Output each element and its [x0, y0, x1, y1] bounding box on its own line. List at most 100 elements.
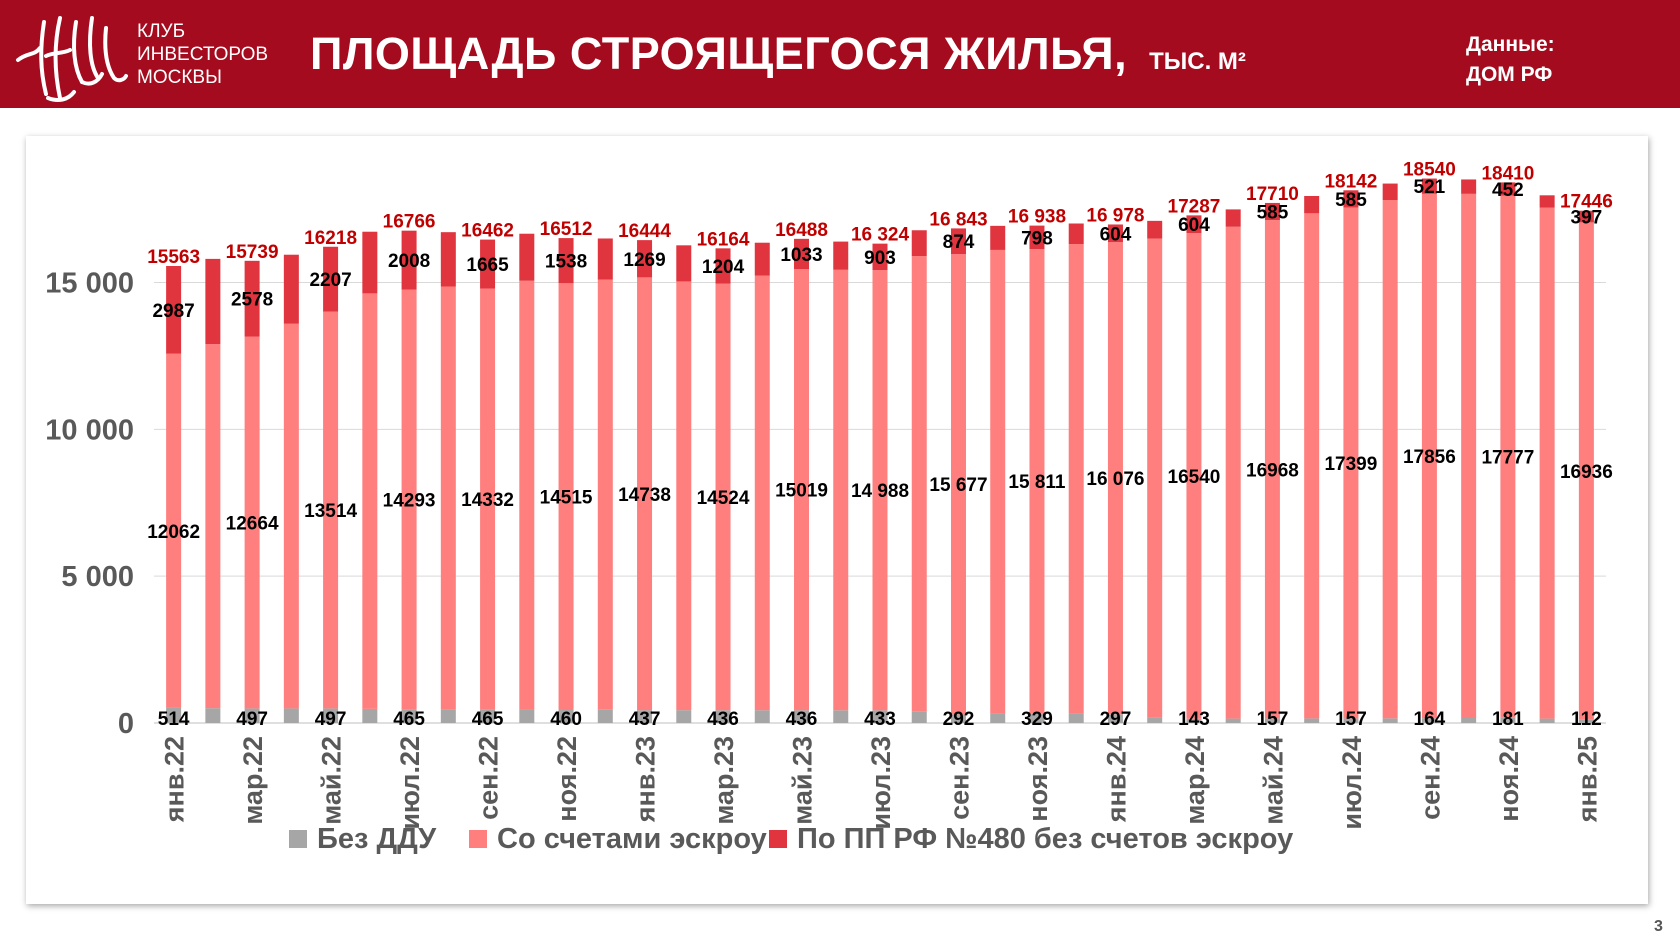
bar-segment-pp480: [637, 240, 653, 278]
label-no-ddu: 436: [786, 709, 818, 730]
bar-segment-escrow: [1068, 244, 1084, 714]
chart-panel: 0 5 000 10 000 15 000 514 12062 2987 15563 янв.2…: [26, 136, 1648, 904]
bar-segment-escrow: [1421, 193, 1437, 719]
bar-segment-no-ddu: [1461, 718, 1477, 723]
label-pp480: 604: [1100, 224, 1132, 245]
bar-segment-no-ddu: [1421, 718, 1437, 723]
label-total: 16 978: [1086, 205, 1144, 226]
bar-segment-escrow: [1500, 195, 1516, 718]
label-total: 16766: [383, 212, 436, 233]
bar-segment-no-ddu: [1225, 718, 1241, 723]
label-total: 16512: [540, 219, 593, 240]
bar-segment-pp480: [323, 246, 339, 312]
label-escrow: 17399: [1324, 454, 1377, 475]
label-total: 16488: [775, 220, 828, 241]
club-name-line-2: ИНВЕСТОРОВ: [137, 44, 269, 65]
bar-segment-pp480: [1382, 183, 1398, 201]
label-pp480: 903: [864, 248, 896, 269]
label-escrow: 16 076: [1086, 469, 1144, 490]
bar-segment-escrow: [205, 344, 221, 709]
x-tick-label: янв.25: [1572, 736, 1602, 823]
label-pp480: 585: [1257, 203, 1289, 224]
title-text: ПЛОЩАДЬ СТРОЯЩЕГОСЯ ЖИЛЬЯ,: [310, 28, 1128, 79]
bar-segment-no-ddu: [401, 709, 417, 723]
bar-segment-pp480: [519, 233, 535, 281]
label-pp480: 2207: [309, 270, 351, 291]
label-pp480: 874: [943, 232, 975, 253]
label-pp480: 1269: [623, 250, 665, 271]
x-tick-label: мар.23: [709, 736, 739, 825]
label-pp480: 585: [1335, 190, 1367, 211]
label-escrow: 15 811: [1008, 472, 1065, 493]
bar-segment-no-ddu: [715, 710, 731, 723]
title-unit: ТЫС. М²: [1149, 48, 1246, 75]
label-pp480: 1204: [702, 257, 745, 278]
bar-segment-pp480: [244, 260, 260, 337]
bar-segment-escrow: [1539, 207, 1555, 719]
bar-segment-escrow: [872, 270, 888, 711]
bar-segment-pp480: [1186, 215, 1202, 234]
label-no-ddu: 436: [707, 709, 739, 730]
legend-label-2: По ПП РФ №480 без счетов эскроу: [797, 823, 1293, 855]
bar-segment-escrow: [637, 277, 653, 711]
bar-segment-pp480: [1500, 182, 1516, 196]
label-no-ddu: 497: [315, 709, 347, 730]
label-escrow: 16936: [1560, 462, 1613, 483]
club-logo: [16, 16, 128, 102]
bar-segment-pp480: [480, 239, 496, 289]
label-escrow: 14293: [383, 490, 436, 511]
bar-segment-pp480: [401, 230, 417, 290]
bar-segment-escrow: [166, 353, 182, 708]
bar-segment-escrow: [558, 283, 574, 710]
bar-segment-pp480: [715, 248, 731, 284]
bar-segment-pp480: [283, 254, 299, 324]
bar-segment-no-ddu: [597, 709, 613, 723]
label-escrow: 14738: [618, 485, 671, 506]
bar-segment-no-ddu: [440, 709, 456, 723]
bar-segment-pp480: [1343, 190, 1359, 208]
label-no-ddu: 157: [1335, 709, 1367, 730]
bar-segment-pp480: [1147, 220, 1163, 239]
x-tick-label: ноя.23: [1023, 736, 1053, 822]
bar-segment-escrow: [480, 288, 496, 710]
label-total: 15563: [147, 247, 200, 268]
bar-segment-no-ddu: [205, 708, 221, 723]
bar-segment-escrow: [323, 311, 339, 709]
bar-segment-escrow: [244, 336, 260, 709]
bar-segment-no-ddu: [1068, 713, 1084, 723]
label-escrow: 16968: [1246, 460, 1299, 481]
bar-segment-pp480: [166, 265, 182, 354]
bar-segment-pp480: [1578, 210, 1594, 223]
bar-segment-escrow: [950, 254, 966, 715]
bar-segment-no-ddu: [1539, 718, 1555, 723]
bar-segment-no-ddu: [480, 709, 496, 723]
bar-segment-no-ddu: [1343, 718, 1359, 723]
bar-segment-escrow: [1225, 226, 1241, 719]
data-source: Данные: ДОМ РФ: [1466, 30, 1555, 90]
x-tick-label: июл.22: [395, 736, 425, 830]
club-name: КЛУБ ИНВЕСТОРОВ МОСКВЫ: [137, 20, 268, 89]
x-tick-label: мар.22: [238, 736, 268, 825]
bar-segment-escrow: [283, 323, 299, 709]
bar-segment-escrow: [833, 269, 849, 711]
label-pp480: 2987: [152, 301, 194, 322]
bar-segment-no-ddu: [1147, 717, 1163, 723]
legend-label-0: Без ДДУ: [317, 823, 437, 855]
bar-segment-pp480: [872, 243, 888, 271]
label-pp480: 521: [1414, 177, 1446, 198]
label-no-ddu: 497: [236, 709, 268, 730]
label-pp480: 1033: [780, 245, 822, 266]
bar-segment-escrow: [1147, 238, 1163, 718]
stacked-bar-chart: 0 5 000 10 000 15 000 514 12062 2987 15563 янв.2…: [45, 160, 1613, 855]
bar-segment-pp480: [833, 241, 849, 270]
label-escrow: 12062: [147, 522, 200, 543]
bar-segment-no-ddu: [1578, 719, 1594, 723]
legend-swatch-0: [289, 830, 307, 848]
label-no-ddu: 157: [1257, 709, 1289, 730]
club-name-line-1: КЛУБ: [137, 21, 186, 42]
source-value: ДОМ РФ: [1466, 63, 1553, 86]
label-total: 16218: [304, 228, 357, 249]
x-tick-label: май.23: [788, 736, 818, 825]
y-tick-label: 0: [118, 708, 134, 740]
bar-segment-no-ddu: [990, 713, 1006, 723]
